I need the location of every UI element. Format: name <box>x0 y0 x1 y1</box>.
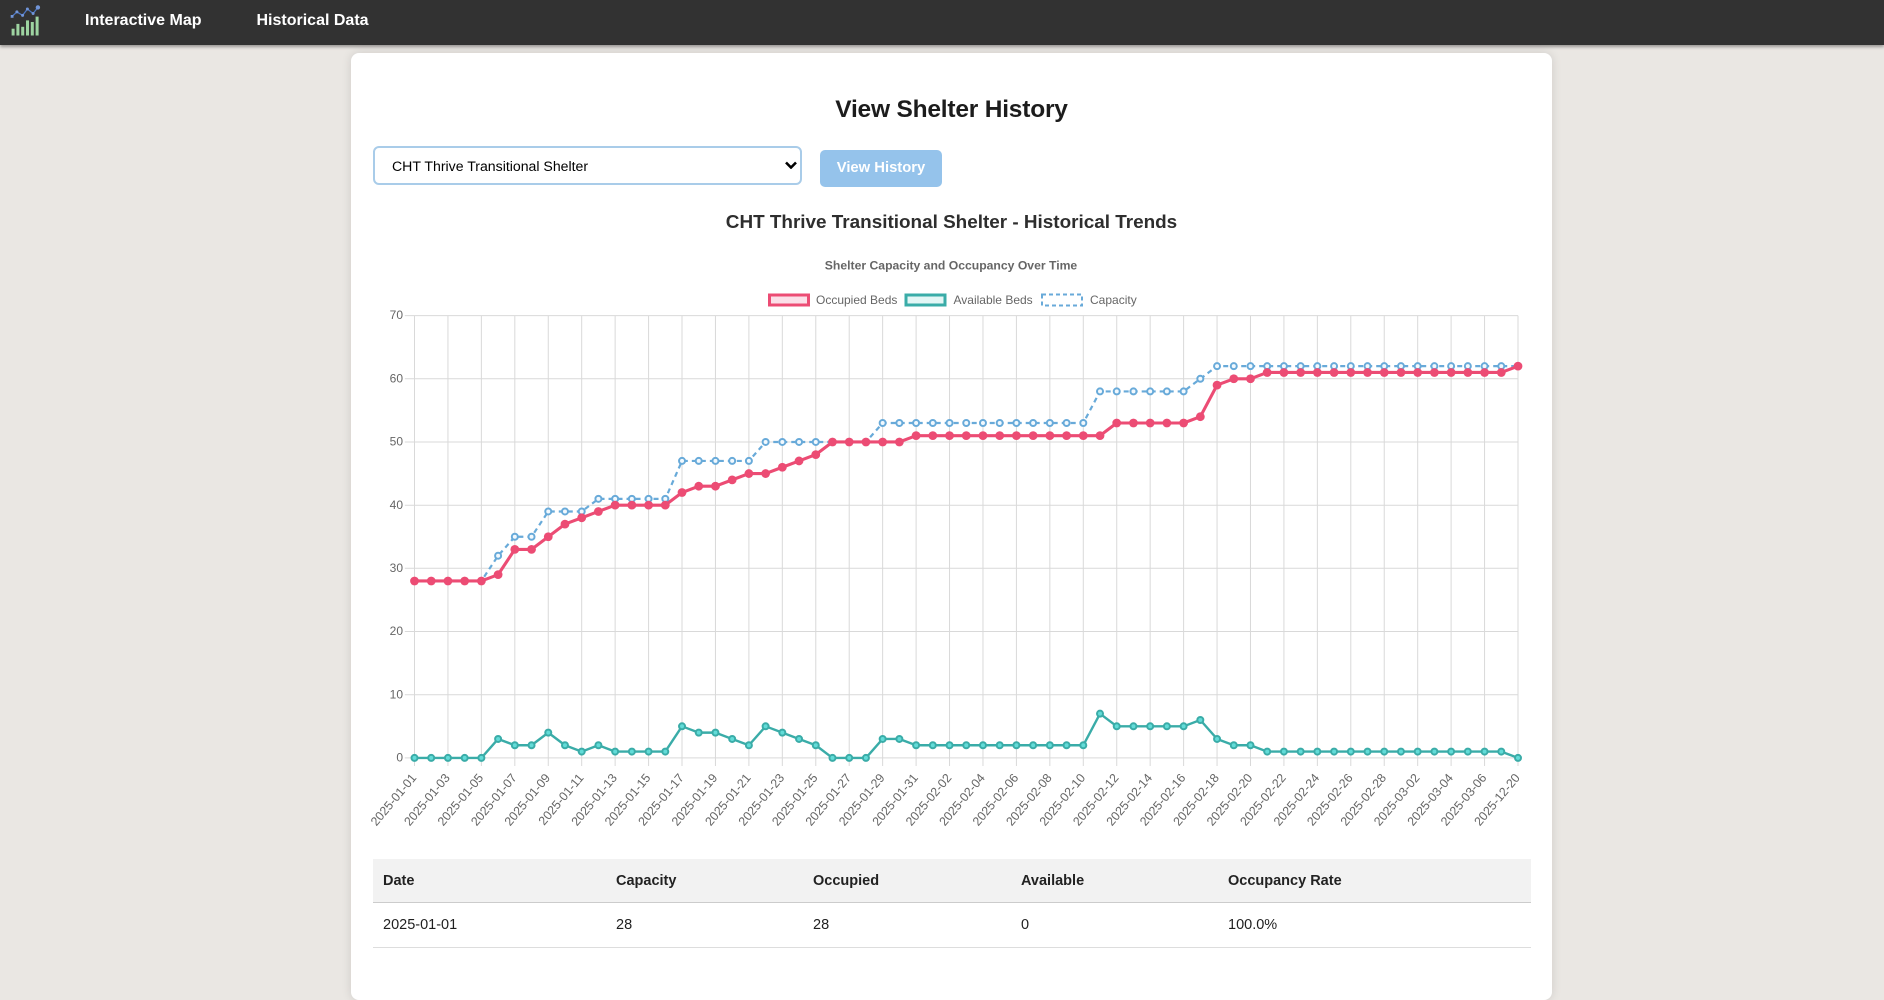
svg-text:Shelter Capacity and Occupancy: Shelter Capacity and Occupancy Over Time <box>825 259 1078 273</box>
svg-text:60: 60 <box>390 371 404 385</box>
svg-text:50: 50 <box>390 435 404 449</box>
svg-text:10: 10 <box>390 687 404 701</box>
svg-text:0: 0 <box>396 751 403 765</box>
svg-text:20: 20 <box>390 624 404 638</box>
svg-text:30: 30 <box>390 561 404 575</box>
svg-text:40: 40 <box>390 498 404 512</box>
svg-text:Available Beds: Available Beds <box>954 293 1033 307</box>
svg-text:70: 70 <box>390 308 404 322</box>
svg-text:Occupied Beds: Occupied Beds <box>816 293 897 307</box>
svg-text:Capacity: Capacity <box>1090 293 1137 307</box>
